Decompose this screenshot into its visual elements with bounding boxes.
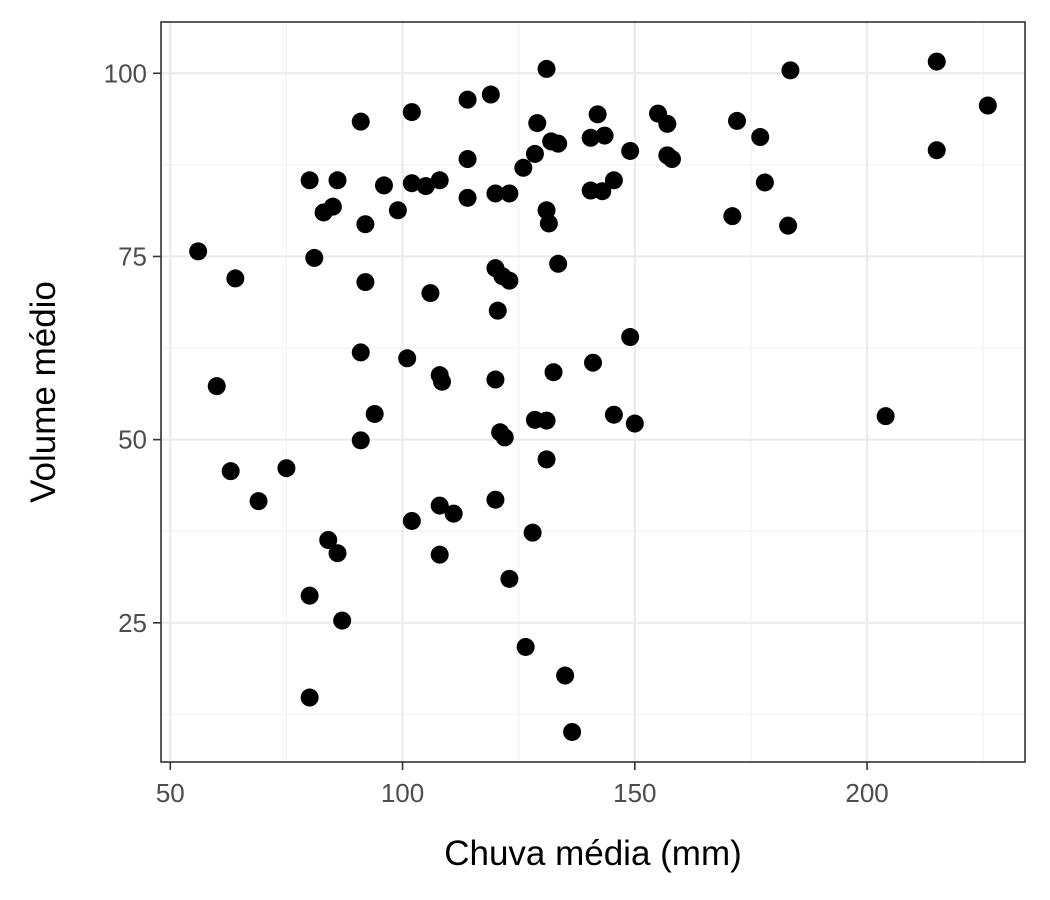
- scatter-point: [319, 531, 338, 549]
- scatter-point: [458, 188, 477, 207]
- y-tick-label: 100: [104, 58, 147, 88]
- scatter-point: [658, 114, 677, 133]
- scatter-point: [388, 201, 407, 220]
- scatter-point: [544, 363, 563, 382]
- scatter-point: [662, 150, 681, 169]
- x-tick-label: 50: [156, 778, 185, 808]
- scatter-point: [374, 176, 393, 195]
- scatter-point: [927, 141, 946, 160]
- scatter-point: [537, 59, 556, 78]
- scatter-point: [481, 85, 500, 104]
- scatter-point: [221, 462, 240, 481]
- scatter-point: [351, 112, 370, 131]
- scatter-point: [876, 407, 895, 426]
- scatter-point: [351, 343, 370, 362]
- scatter-point: [486, 490, 505, 509]
- scatter-point: [625, 414, 644, 433]
- y-tick-label: 50: [118, 425, 147, 455]
- y-tick-label: 25: [118, 608, 147, 638]
- scatter-point: [226, 269, 245, 288]
- scatter-point: [328, 171, 347, 190]
- scatter-point: [430, 496, 449, 515]
- scatter-point: [333, 611, 352, 630]
- scatter-point: [305, 248, 324, 267]
- scatter-point: [189, 242, 208, 261]
- scatter-point: [402, 103, 421, 122]
- scatter-point: [595, 126, 614, 145]
- scatter-point: [444, 504, 463, 523]
- scatter-point: [351, 431, 370, 450]
- scatter-point: [516, 637, 535, 656]
- scatter-point: [365, 404, 384, 423]
- scatter-point: [277, 459, 296, 478]
- scatter-point: [300, 688, 319, 707]
- scatter-point: [581, 128, 600, 147]
- scatter-point: [300, 586, 319, 605]
- x-tick-label: 150: [613, 778, 656, 808]
- scatter-point: [781, 61, 800, 80]
- scatter-point: [514, 158, 533, 177]
- x-tick-label: 200: [845, 778, 888, 808]
- scatter-point: [523, 523, 542, 542]
- scatter-point: [249, 492, 268, 511]
- scatter-point: [500, 184, 519, 203]
- y-axis-title: Volume médio: [24, 281, 63, 503]
- scatter-point: [495, 428, 514, 447]
- y-axis: 25 50 75 100: [104, 58, 161, 638]
- scatter-point: [323, 197, 342, 216]
- panel-border: [160, 21, 1026, 763]
- scatter-point: [593, 182, 612, 201]
- x-axis: 50 100 150 200: [156, 762, 889, 808]
- scatter-point: [207, 377, 226, 396]
- scatter-point: [402, 511, 421, 530]
- scatter-point: [621, 141, 640, 160]
- minor-gridlines: [161, 22, 1025, 762]
- scatter-point: [723, 207, 742, 226]
- scatter-point: [584, 353, 602, 372]
- scatter-point: [458, 90, 477, 109]
- scatter-point: [537, 450, 556, 469]
- scatter-point: [356, 215, 375, 234]
- scatter-point: [458, 150, 477, 169]
- scatter-point: [779, 216, 798, 235]
- scatter-point: [488, 301, 507, 320]
- scatter-point: [549, 134, 568, 153]
- scatter-point: [556, 666, 575, 685]
- scatter-point: [978, 96, 997, 115]
- scatter-point: [500, 271, 519, 290]
- scatter-point: [751, 128, 770, 147]
- scatter-point: [402, 174, 421, 193]
- scatter-point: [621, 328, 640, 347]
- scatter-point: [539, 214, 558, 233]
- x-axis-title: Chuva média (mm): [444, 834, 742, 873]
- scatter-point: [300, 171, 319, 190]
- scatter-point: [604, 171, 623, 190]
- scatter-point: [755, 173, 774, 192]
- scatter-point: [398, 349, 417, 368]
- scatter-point: [588, 105, 607, 124]
- scatter-point: [728, 111, 746, 130]
- scatter-point: [430, 545, 449, 564]
- y-tick-label: 75: [118, 241, 147, 271]
- scatter-point: [486, 184, 505, 203]
- scatter-point: [927, 52, 946, 71]
- scatter-point: [356, 273, 375, 292]
- scatter-point: [528, 114, 547, 133]
- scatter-point: [604, 405, 623, 424]
- scatter-point: [328, 544, 347, 563]
- scatter-point: [563, 722, 582, 741]
- scatter-point: [500, 569, 519, 588]
- scatter-point: [486, 370, 505, 389]
- data-points: [189, 52, 997, 741]
- scatter-point: [549, 254, 568, 273]
- x-tick-label: 100: [381, 778, 424, 808]
- scatter-point: [525, 144, 544, 163]
- scatter-point: [421, 284, 440, 303]
- scatter-point: [537, 411, 556, 430]
- scatter-point: [416, 177, 435, 196]
- scatter-point: [430, 171, 449, 190]
- scatter-point: [433, 372, 452, 391]
